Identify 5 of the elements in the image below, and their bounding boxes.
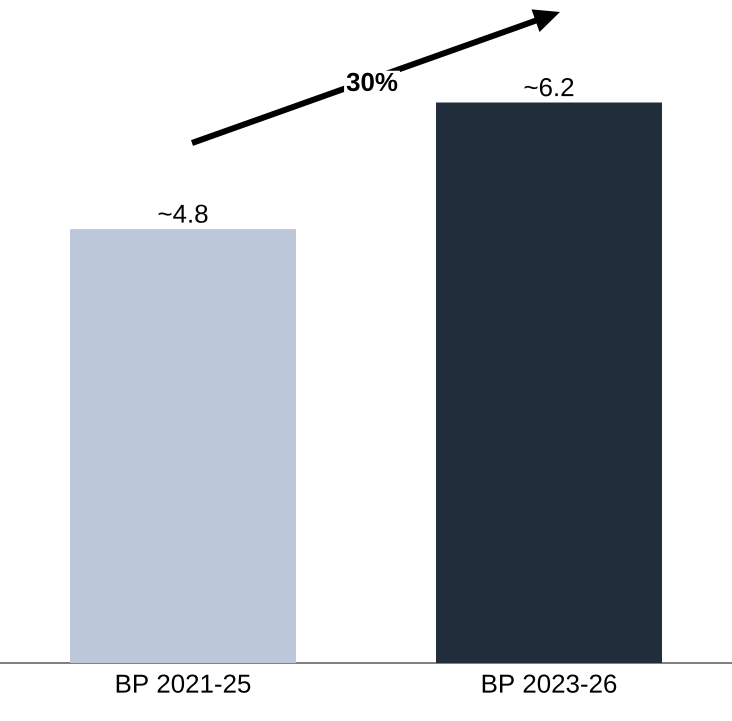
data-label: ~6.2 xyxy=(524,78,574,96)
x-tick-label: BP 2021-25 xyxy=(116,674,250,693)
text: 30% xyxy=(346,72,398,92)
data-label: ~4.8 xyxy=(158,204,208,223)
x-tick-label: BP 2023-26 xyxy=(482,674,616,693)
